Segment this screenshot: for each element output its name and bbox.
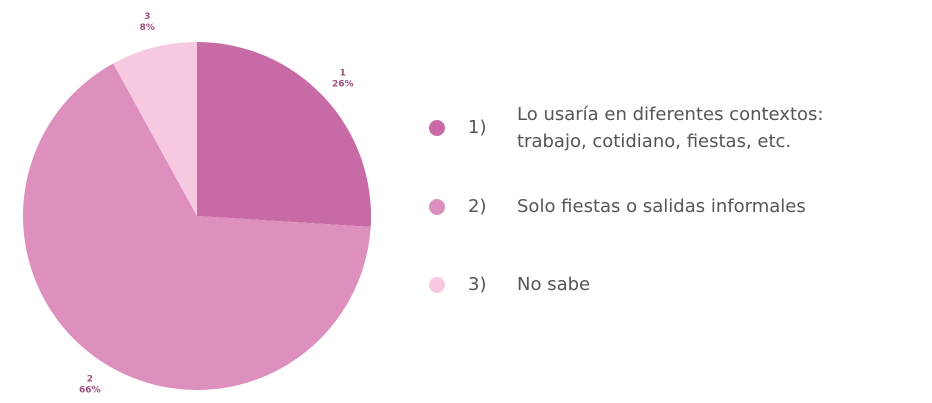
legend-number: 3) [468, 274, 486, 295]
legend-marker [429, 277, 445, 293]
legend-number: 2) [468, 196, 486, 217]
pie-slice [22, 63, 371, 391]
legend-text: No sabe [517, 274, 590, 295]
pie-slice [197, 42, 371, 227]
slice-value-label: 66% [79, 385, 101, 395]
legend-text: Lo usaría en diferentes contextos: [517, 104, 823, 125]
slice-category: 3 [144, 12, 150, 22]
slice-value-label: 26% [332, 80, 354, 90]
legend-marker [429, 120, 445, 136]
legend-number: 1) [468, 117, 486, 138]
legend-text: Solo fiestas o salidas informales [517, 196, 806, 217]
slice-category: 2 [87, 374, 93, 384]
pie-slice [113, 42, 197, 216]
slice-value-label: 8% [140, 23, 155, 33]
legend-text: trabajo, cotidiano, fiestas, etc. [517, 131, 791, 152]
legend-marker [429, 199, 445, 215]
slice-category: 1 [340, 69, 346, 79]
